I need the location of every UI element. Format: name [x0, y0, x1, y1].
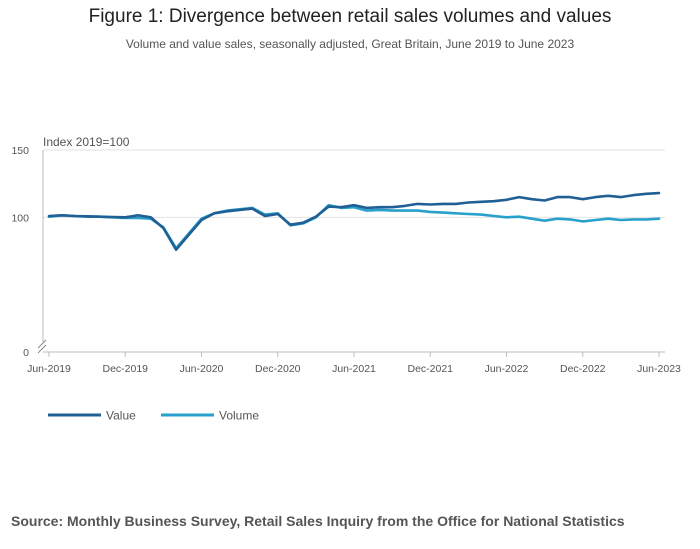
- x-tick-label: Jun-2023: [637, 363, 681, 375]
- x-tick-label: Jun-2020: [180, 363, 224, 375]
- legend: Value Volume: [48, 409, 259, 423]
- x-tick-label: Dec-2020: [255, 363, 301, 375]
- chart-subtitle: Volume and value sales, seasonally adjus…: [125, 37, 575, 51]
- y-tick-label: 100: [11, 212, 29, 224]
- x-tick-label: Dec-2021: [407, 363, 453, 375]
- chart-title: Figure 1: Divergence between retail sale…: [88, 6, 612, 27]
- x-tick-label: Jun-2019: [27, 363, 71, 375]
- series-lines: [47, 191, 661, 251]
- legend-label-value: Value: [106, 409, 136, 423]
- source-note: Source: Monthly Business Survey, Retail …: [11, 513, 625, 529]
- axes: 0 100 150 Index 2019=100 Jun-2019 Dec-2019 Jun…: [11, 135, 681, 375]
- x-tick-label: Dec-2019: [102, 363, 148, 375]
- axis-break-mark: [37, 344, 47, 354]
- x-tick-label: Dec-2022: [560, 363, 606, 375]
- legend-label-volume: Volume: [219, 409, 259, 423]
- x-tick-label: Jun-2022: [485, 363, 529, 375]
- y-tick-label: 0: [23, 347, 29, 359]
- series-line-volume: [47, 203, 661, 250]
- axis-break-mark: [37, 339, 47, 349]
- x-tick-label: Jun-2021: [332, 363, 376, 375]
- y-axis-label: Index 2019=100: [43, 135, 130, 149]
- series-line-value: [47, 191, 661, 251]
- y-tick-label: 150: [11, 145, 29, 157]
